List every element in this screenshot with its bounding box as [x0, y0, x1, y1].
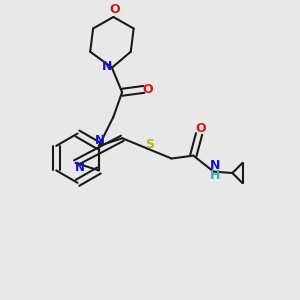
Text: O: O	[110, 3, 120, 16]
Text: S: S	[145, 138, 154, 151]
Text: N: N	[95, 134, 105, 147]
Text: O: O	[195, 122, 206, 135]
Text: N: N	[210, 159, 220, 172]
Text: N: N	[75, 161, 85, 174]
Text: H: H	[210, 169, 220, 182]
Text: N: N	[101, 60, 112, 73]
Text: O: O	[143, 83, 154, 96]
